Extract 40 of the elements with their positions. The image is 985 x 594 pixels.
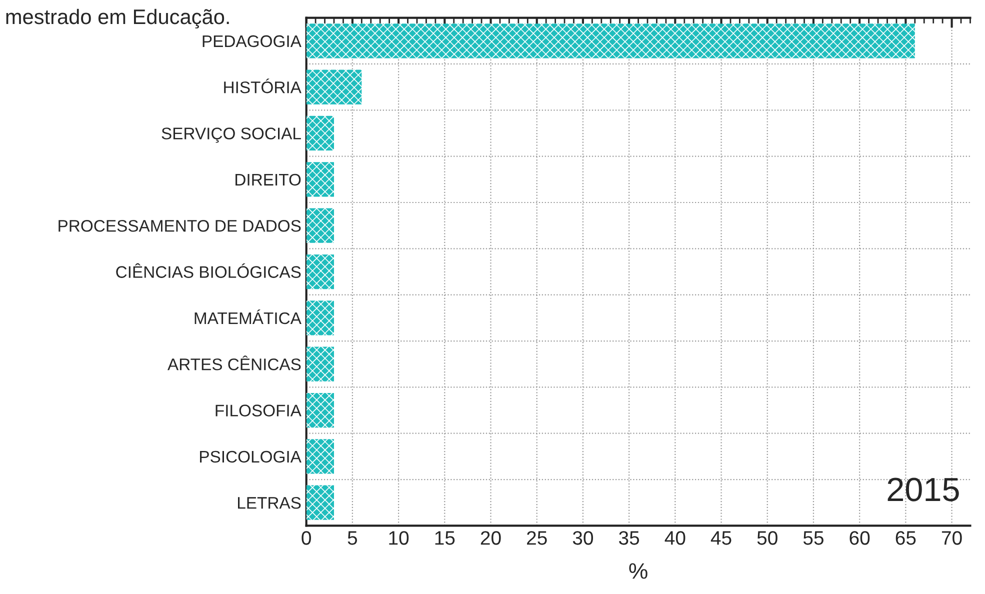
annotation: 2015 <box>888 478 959 502</box>
x-tick-label: 35 <box>618 531 640 545</box>
bar <box>306 439 334 474</box>
y-tick-label: PEDAGOGIA <box>202 35 302 48</box>
x-tick-label: 25 <box>527 531 547 545</box>
bar <box>306 392 334 428</box>
x-tick-label: 50 <box>757 531 778 545</box>
x-tick-label: 65 <box>896 531 916 545</box>
x-tick-label: 15 <box>435 531 455 545</box>
bar <box>306 208 334 243</box>
x-tick-label: 0 <box>302 531 311 545</box>
x-tick-label: 20 <box>480 531 501 545</box>
y-tick-label: DIREITO <box>236 174 301 186</box>
bar <box>306 300 334 336</box>
bar <box>306 254 334 290</box>
y-tick-label: SERVIÇO SOCIAL <box>162 128 301 143</box>
y-tick-label: CIÊNCIAS BIOLÓGICAS <box>116 263 301 278</box>
x-tick-label: 55 <box>803 531 824 545</box>
x-tick-label: 30 <box>572 531 594 545</box>
x-tick-label: 5 <box>348 531 358 545</box>
x-tick-label: 40 <box>664 531 686 545</box>
y-tick-label: MATEMÁTICA <box>194 310 302 324</box>
bar <box>306 116 334 151</box>
y-tick-label: PROCESSAMENTO DE DADOS <box>58 220 301 232</box>
bar <box>306 485 334 520</box>
bar <box>306 70 362 104</box>
x-tick-label: 60 <box>850 531 870 545</box>
bar <box>306 24 915 58</box>
x-tick-label: 45 <box>710 531 732 545</box>
text: mestrado em Educação. <box>6 8 229 28</box>
x-axis-title: % <box>629 563 648 579</box>
y-tick-label: FILOSOFIA <box>216 404 302 416</box>
y-tick-label: ARTES CÊNICAS <box>168 356 301 370</box>
y-tick-label: LETRAS <box>238 497 301 509</box>
x-tick-label: 70 <box>942 531 962 545</box>
bar <box>306 346 334 382</box>
y-tick-label: PSICOLOGIA <box>200 450 302 463</box>
x-tick-label: 10 <box>389 531 409 545</box>
y-tick-label: HISTÓRIA <box>224 78 302 94</box>
bar <box>306 162 334 197</box>
